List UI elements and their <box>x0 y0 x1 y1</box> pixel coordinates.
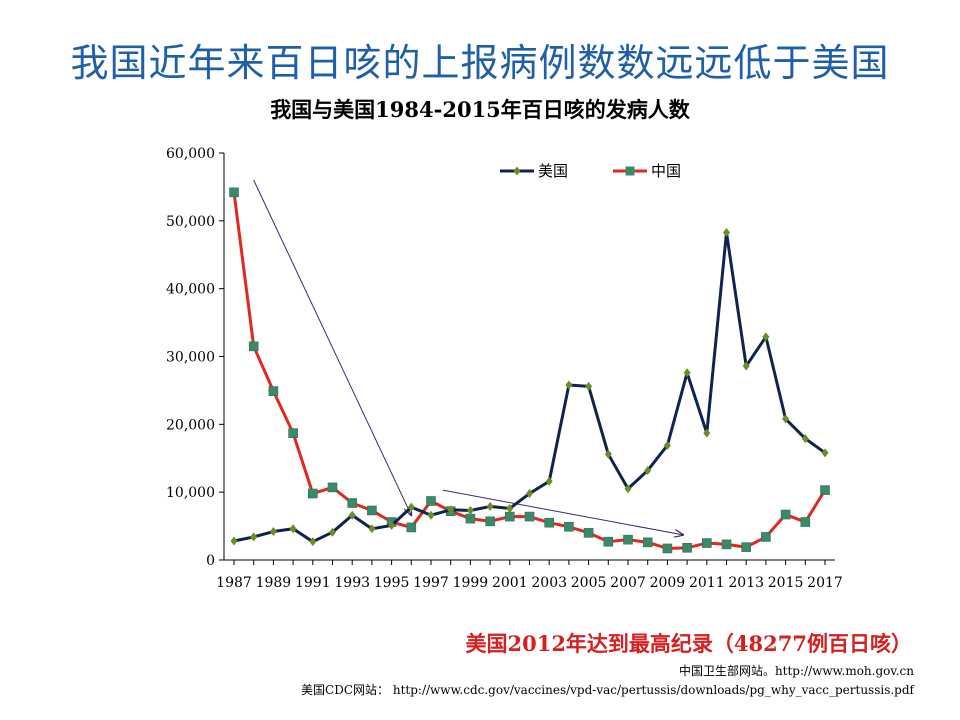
data-point-usa <box>821 448 829 458</box>
x-tick-label: 2009 <box>650 575 686 591</box>
y-tick-label: 50,000 <box>166 214 215 230</box>
x-tick-label: 2015 <box>768 575 804 591</box>
data-point-usa <box>368 524 376 534</box>
data-point-china <box>347 498 358 508</box>
data-point-usa <box>742 361 750 371</box>
data-point-usa <box>801 434 809 444</box>
data-point-china <box>406 522 417 533</box>
x-tick-label: 1995 <box>374 575 410 591</box>
data-point-usa <box>250 532 258 542</box>
data-point-usa <box>427 510 435 520</box>
data-point-china <box>682 542 692 553</box>
legend-label-china: 中国 <box>651 162 681 180</box>
data-point-usa <box>526 489 533 499</box>
data-point-china <box>229 187 239 198</box>
data-point-china <box>642 537 653 548</box>
data-point-china <box>741 542 752 552</box>
data-point-china <box>761 532 771 542</box>
x-tick-label: 1989 <box>256 575 292 591</box>
y-tick-label: 60,000 <box>166 146 215 162</box>
data-point-china <box>721 539 732 550</box>
chart-series <box>229 187 830 554</box>
data-point-usa <box>782 414 790 424</box>
data-point-china <box>465 513 476 524</box>
source-china: 中国卫生部网站。http://www.moh.gov.cn <box>678 664 914 678</box>
data-point-usa <box>723 228 730 238</box>
chart-legend: 美国 中国 <box>500 162 681 180</box>
data-point-china <box>544 517 555 528</box>
x-tick-label: 2005 <box>571 575 607 591</box>
data-point-china <box>268 386 279 396</box>
data-point-usa <box>329 527 336 537</box>
legend-marker-china <box>625 166 635 176</box>
x-tick-label: 1993 <box>334 575 370 591</box>
data-point-usa <box>407 502 415 512</box>
slide-headline: 我国近年来百日咳的上报病例数数远远低于美国 <box>70 41 890 85</box>
data-point-china <box>800 517 811 527</box>
x-tick-label: 1987 <box>216 575 252 591</box>
data-point-usa <box>309 537 317 547</box>
x-tick-label: 2007 <box>610 575 646 591</box>
data-point-usa <box>447 505 455 515</box>
data-point-china <box>524 511 535 522</box>
data-point-usa <box>230 536 238 546</box>
x-tick-label: 2017 <box>807 575 843 591</box>
data-point-china <box>288 428 298 438</box>
data-point-china <box>623 534 633 545</box>
data-point-usa <box>683 368 691 378</box>
data-point-usa <box>289 524 297 534</box>
data-point-china <box>307 488 318 499</box>
data-point-china <box>662 543 673 554</box>
data-point-usa <box>348 510 356 520</box>
data-point-usa <box>486 501 494 511</box>
highlight-note: 美国2012年达到最高纪录（48277例百日咳） <box>465 631 912 656</box>
data-point-china <box>504 511 515 522</box>
y-tick-label: 40,000 <box>166 282 215 298</box>
data-point-china <box>564 521 574 532</box>
data-point-china <box>780 509 791 520</box>
x-tick-label: 2003 <box>531 575 567 591</box>
legend-marker-usa <box>513 166 521 176</box>
data-point-usa <box>644 465 652 475</box>
x-tick-label: 1999 <box>453 575 489 591</box>
y-tick-label: 10,000 <box>166 485 215 501</box>
x-tick-label: 1997 <box>413 575 449 591</box>
y-tick-label: 0 <box>206 553 215 569</box>
data-point-china <box>701 538 712 548</box>
data-point-usa <box>269 527 277 537</box>
data-point-china <box>327 482 338 493</box>
x-tick-label: 2011 <box>689 575 725 591</box>
data-point-china <box>248 341 259 352</box>
data-point-china <box>367 505 377 516</box>
data-point-usa <box>565 380 573 390</box>
chart-annotations <box>253 179 683 535</box>
data-point-usa <box>703 428 711 438</box>
data-point-china <box>820 485 830 495</box>
data-point-usa <box>663 440 671 450</box>
data-point-china <box>583 528 594 538</box>
data-point-usa <box>506 503 514 513</box>
data-point-usa <box>388 520 396 530</box>
x-tick-label: 2001 <box>492 575 528 591</box>
y-tick-label: 30,000 <box>166 350 215 366</box>
chart-axes: 0 10,000 20,000 30,000 40,000 50,000 60,000 198… <box>166 146 843 591</box>
source-us: 美国CDC网站： http://www.cdc.gov/vaccines/vpd… <box>301 683 914 697</box>
data-point-china <box>485 516 495 527</box>
trend-arrow <box>442 489 683 535</box>
x-tick-label: 2013 <box>728 575 764 591</box>
data-point-usa <box>466 505 474 515</box>
data-point-usa <box>604 449 612 459</box>
data-point-usa <box>762 332 770 342</box>
data-point-china <box>426 496 436 506</box>
legend-label-usa: 美国 <box>538 162 568 180</box>
x-tick-label: 1991 <box>295 575 331 591</box>
data-point-usa <box>624 484 632 494</box>
trend-arrow <box>253 179 412 515</box>
y-tick-label: 20,000 <box>166 417 215 433</box>
data-point-usa <box>545 476 553 486</box>
chart-title: 我国与美国1984-2015年百日咳的发病人数 <box>270 97 690 122</box>
data-point-usa <box>585 381 593 391</box>
data-point-china <box>603 536 614 547</box>
